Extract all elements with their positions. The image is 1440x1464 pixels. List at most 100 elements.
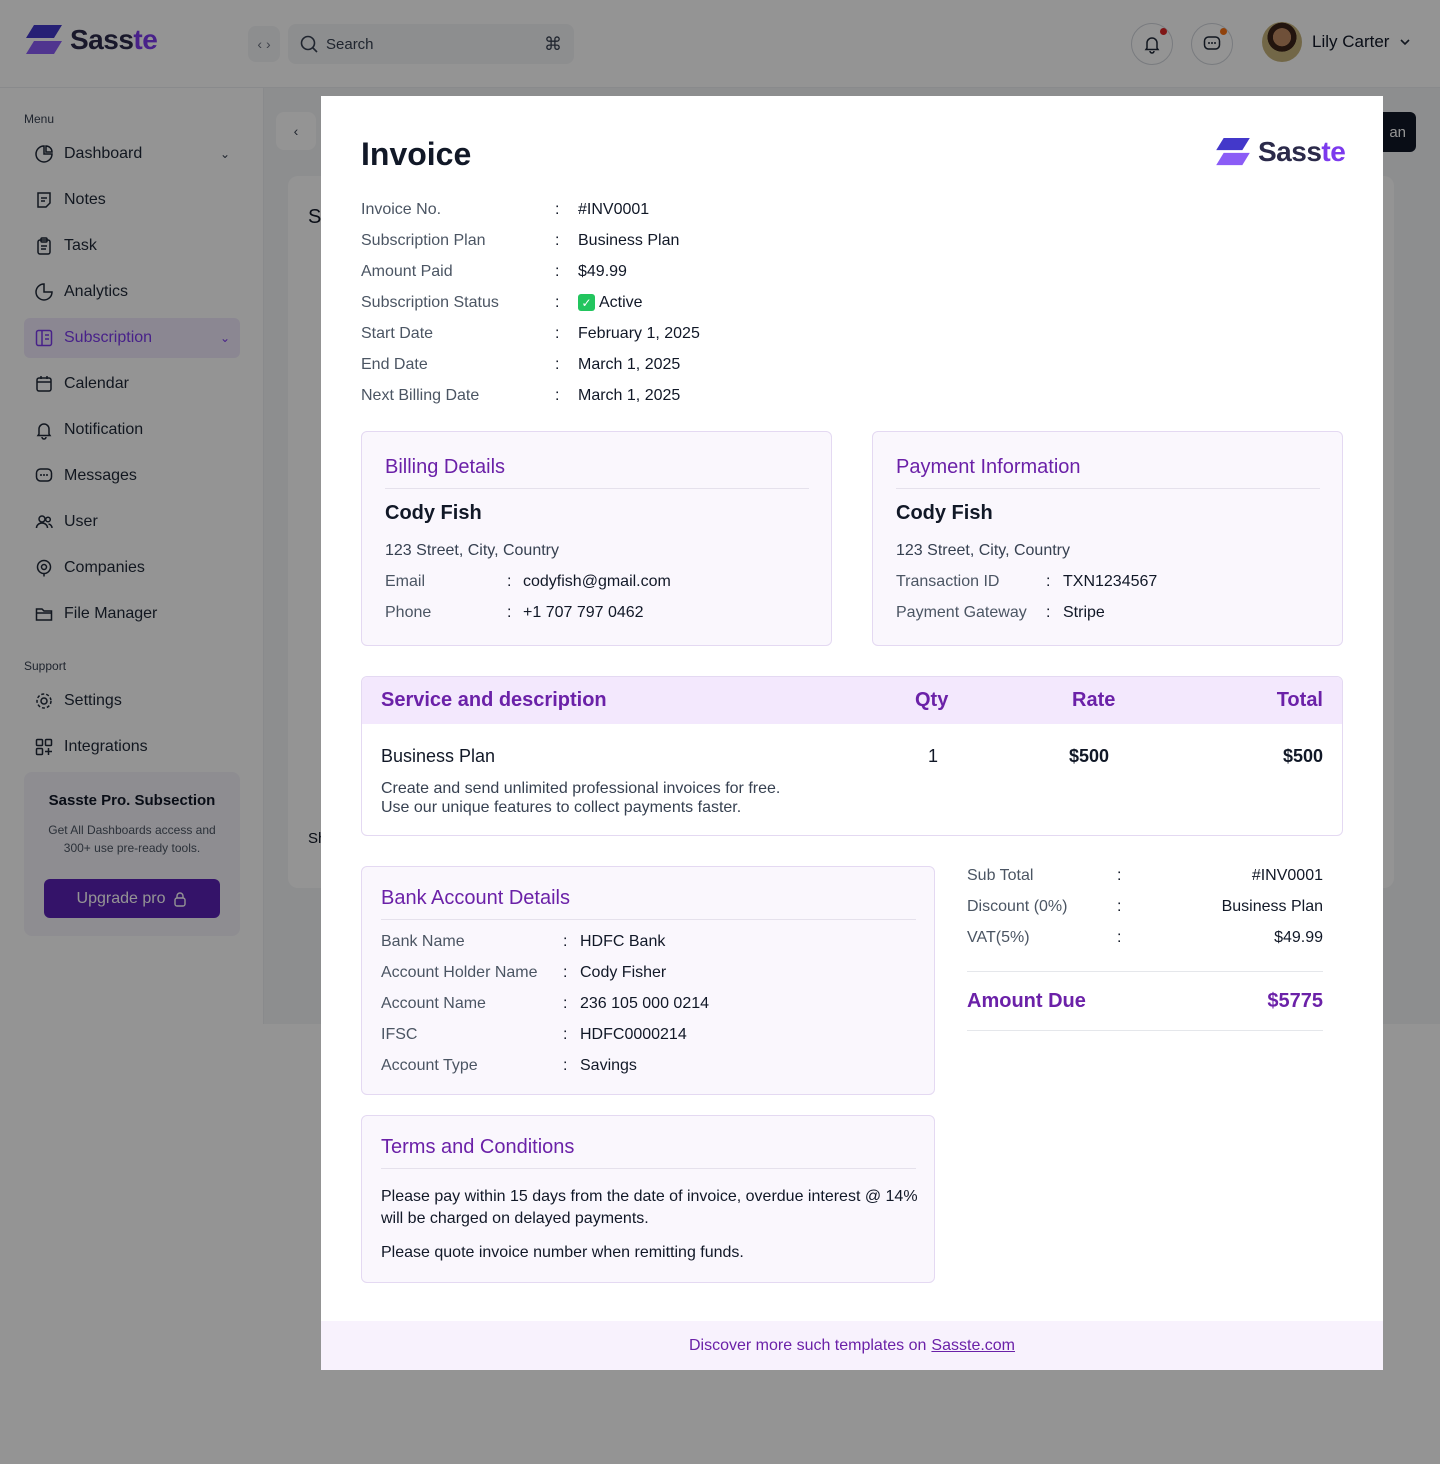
search-bar[interactable]: Search ⌘ bbox=[288, 24, 574, 64]
sidebar-item-calendar[interactable]: Calendar bbox=[24, 364, 240, 404]
chevron-down-icon bbox=[1400, 39, 1411, 46]
service-rate: $500 bbox=[1069, 746, 1110, 766]
payment-information-card: Payment Information Cody Fish 123 Street… bbox=[872, 431, 1343, 646]
sidebar-item-task[interactable]: Task bbox=[24, 226, 240, 266]
lock-icon bbox=[174, 891, 187, 907]
account-name-row: Account Name:236 105 000 0214 bbox=[381, 994, 710, 1012]
sidebar-item-label: Notes bbox=[64, 191, 106, 208]
footer-text: Discover more such templates on bbox=[688, 1336, 927, 1354]
billing-email-row: Email: codyfish@gmail.com bbox=[385, 572, 671, 590]
account-type-row: Account Type: Savings bbox=[381, 1056, 637, 1074]
sidebar-item-settings[interactable]: Settings bbox=[24, 681, 240, 721]
sidebar-item-label: Notification bbox=[64, 421, 144, 438]
sidebar-item-dashboard[interactable]: Dashboard ⌄ bbox=[24, 134, 240, 174]
avatar bbox=[1262, 22, 1302, 62]
bell-icon bbox=[36, 423, 52, 440]
field-invoice-no: Invoice No.: #INV0001 bbox=[361, 200, 650, 218]
payment-information-title: Payment Information bbox=[896, 456, 1081, 478]
header-total: Total bbox=[1276, 689, 1323, 711]
templates-footer: Discover more such templates on Sasste.c… bbox=[321, 1321, 1383, 1370]
search-input[interactable]: Search bbox=[326, 35, 374, 53]
bank-account-card: Bank Account Details Bank Name: HDFC Bank… bbox=[361, 866, 935, 1095]
table-row: Business Plan Create and send unlimited … bbox=[362, 724, 1342, 835]
building-icon bbox=[36, 559, 52, 577]
code-brackets-icon: ‹ › bbox=[257, 36, 271, 52]
sub-total-row: Sub Total: #INV0001 bbox=[967, 866, 1323, 884]
sidebar-item-label: Settings bbox=[64, 692, 122, 709]
bank-account-title: Bank Account Details bbox=[381, 887, 570, 909]
billing-phone-row: Phone: +1 707 797 0462 bbox=[385, 603, 644, 621]
service-description-2: Use our unique features to collect payme… bbox=[381, 799, 742, 816]
amount-due-row: Amount Due $5775 bbox=[967, 972, 1323, 1030]
support-heading: Support bbox=[24, 659, 67, 673]
header-qty: Qty bbox=[915, 689, 949, 711]
sidebar-item-notification[interactable]: Notification bbox=[24, 410, 240, 450]
billing-address: 123 Street, City, Country bbox=[385, 542, 559, 559]
sidebar-item-label: Task bbox=[64, 237, 97, 254]
sidebar-item-subscription[interactable]: Subscription ⌄ bbox=[24, 318, 240, 358]
billing-details-title: Billing Details bbox=[385, 456, 506, 478]
chevron-left-icon: ‹ bbox=[293, 123, 299, 139]
brand-name: Sasste bbox=[1258, 136, 1346, 167]
field-next-billing-date: Next Billing Date: March 1, 2025 bbox=[361, 386, 681, 404]
transaction-id-row: Transaction ID: TXN1234567 bbox=[896, 572, 1158, 590]
sidebar-item-user[interactable]: User bbox=[24, 502, 240, 542]
sidebar: Menu Dashboard ⌄ Notes Task Analytics Su… bbox=[0, 88, 264, 1024]
calendar-icon bbox=[36, 376, 52, 392]
header-service: Service and description bbox=[381, 689, 607, 711]
chat-icon bbox=[1203, 36, 1221, 50]
terms-paragraph-2: Please quote invoice number when remitti… bbox=[381, 1244, 744, 1261]
note-icon bbox=[37, 192, 51, 208]
bank-name-row: Bank Name: HDFC Bank bbox=[381, 932, 666, 950]
grid-plus-icon bbox=[35, 738, 53, 756]
command-key-icon: ⌘ bbox=[544, 33, 562, 54]
service-table-header: Service and description Qty Rate Total bbox=[362, 677, 1342, 724]
discount-row: Discount (0%): Business Plan bbox=[967, 897, 1323, 915]
invoice-title: Invoice bbox=[361, 136, 472, 172]
service-table: Service and description Qty Rate Total B… bbox=[361, 676, 1343, 836]
user-name: Lily Carter bbox=[1312, 32, 1390, 51]
sidebar-item-file-manager[interactable]: File Manager bbox=[24, 594, 240, 634]
sidebar-item-label: Companies bbox=[64, 559, 145, 576]
terms-card: Terms and Conditions Please pay within 1… bbox=[361, 1115, 935, 1283]
amount-due-label: Amount Due bbox=[967, 989, 1086, 1012]
payment-address: 123 Street, City, Country bbox=[896, 542, 1070, 559]
invoice-modal: Invoice Sasste Invoice No.: #INV0001 Subs… bbox=[321, 96, 1383, 1370]
folder-icon bbox=[35, 608, 53, 621]
sidebar-item-messages[interactable]: Messages bbox=[24, 456, 240, 496]
vat-row: VAT(5%): $49.99 bbox=[967, 928, 1323, 946]
user-menu[interactable]: Lily Carter bbox=[1262, 22, 1411, 62]
sidebar-item-companies[interactable]: Companies bbox=[24, 548, 240, 588]
sidebar-item-label: Subscription bbox=[64, 329, 153, 346]
analytics-icon bbox=[35, 283, 53, 301]
notification-button[interactable] bbox=[1131, 23, 1173, 65]
billing-details-card: Billing Details Cody Fish 123 Street, Ci… bbox=[361, 431, 832, 646]
field-end-date: End Date: March 1, 2025 bbox=[361, 355, 681, 373]
search-icon bbox=[300, 35, 318, 53]
sidebar-item-label: Dashboard bbox=[64, 145, 143, 162]
terms-paragraph-1: Please pay within 15 days from the date … bbox=[381, 1188, 918, 1227]
brand-logo[interactable]: Sasste bbox=[24, 24, 158, 56]
message-dot bbox=[1220, 28, 1227, 35]
messages-button[interactable] bbox=[1191, 23, 1233, 65]
sidebar-item-notes[interactable]: Notes bbox=[24, 180, 240, 220]
back-button[interactable]: ‹ bbox=[276, 112, 316, 150]
pie-chart-icon bbox=[35, 145, 53, 163]
account-holder-row: Account Holder Name: Cody Fisher bbox=[381, 963, 667, 981]
top-bar: Sasste ‹ › Search ⌘ Lily Carter bbox=[0, 0, 1440, 88]
chevron-down-icon: ⌄ bbox=[219, 147, 230, 161]
notification-dot bbox=[1160, 28, 1167, 35]
users-icon bbox=[35, 515, 53, 529]
sidebar-item-analytics[interactable]: Analytics bbox=[24, 272, 240, 312]
sidebar-item-integrations[interactable]: Integrations bbox=[24, 727, 240, 767]
amount-due-value: $5775 bbox=[1267, 989, 1323, 1012]
promo-title: Sasste Pro. Subsection bbox=[48, 792, 216, 809]
sidebar-item-label: Messages bbox=[64, 467, 137, 484]
sasste-link[interactable]: Sasste.com bbox=[931, 1336, 1016, 1354]
sidebar-toggle-button[interactable]: ‹ › bbox=[248, 26, 280, 62]
invoice-brand-logo: Sasste bbox=[1214, 136, 1346, 168]
bell-icon bbox=[1144, 37, 1160, 54]
brand-mark-icon bbox=[1216, 138, 1250, 166]
upgrade-pro-button[interactable]: Upgrade pro bbox=[44, 879, 220, 918]
promo-card: Sasste Pro. Subsection Get All Dashboard… bbox=[24, 772, 240, 936]
